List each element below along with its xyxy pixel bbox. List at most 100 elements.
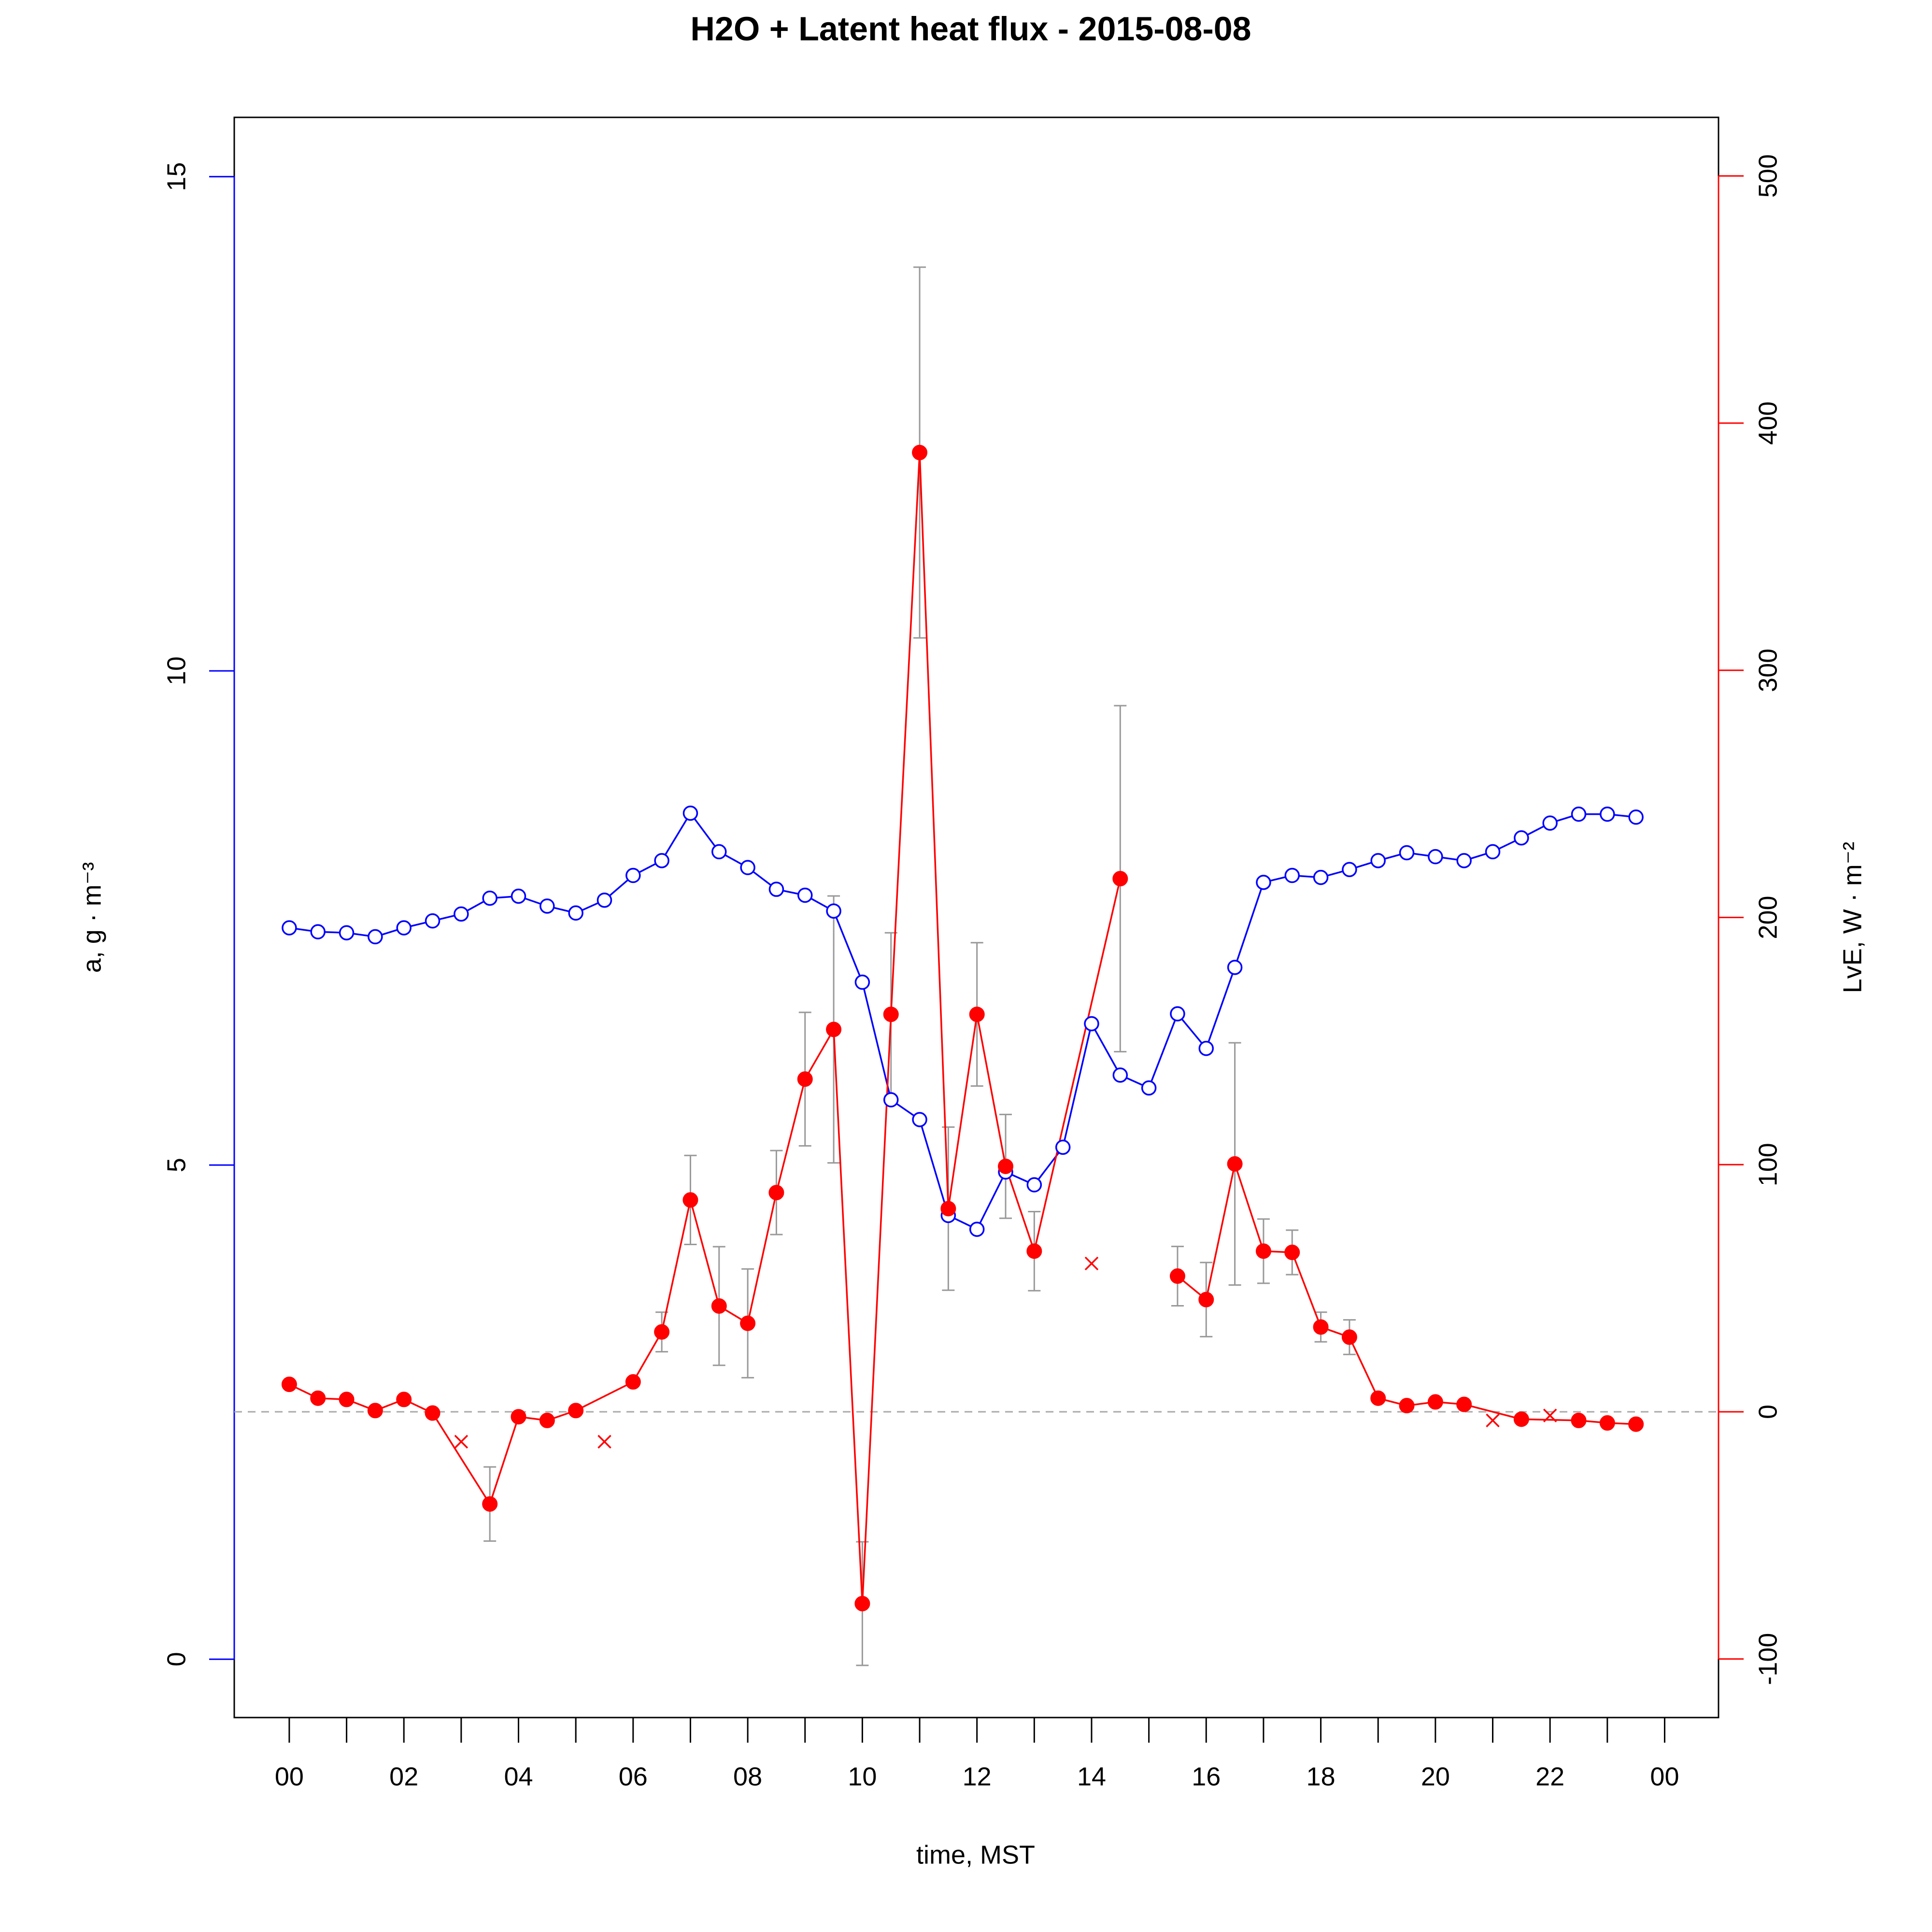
point [568,905,583,921]
point [482,890,497,906]
point [396,1392,412,1407]
point [1514,830,1529,846]
y2-tick-label: 0 [1753,1405,1782,1419]
y-tick-label: 0 [162,1652,191,1666]
point [281,1377,297,1392]
y2-tick-label: 300 [1753,649,1782,692]
point [1571,1412,1587,1428]
point [682,805,698,821]
point [1513,1411,1529,1427]
flagged-point [1486,1413,1500,1428]
x-tick-label: 00 [275,1762,304,1791]
point [1342,862,1357,878]
point [969,1222,985,1237]
point [1227,960,1243,975]
y2-tick-label: 100 [1753,1143,1782,1186]
point [1055,1139,1071,1155]
y2-tick-label: -100 [1753,1633,1782,1685]
x-tick-label: 04 [504,1762,533,1791]
point [1169,1268,1185,1284]
point [1112,1067,1128,1083]
point [1026,1177,1042,1193]
x-tick-label: 16 [1192,1762,1221,1791]
point [826,1022,842,1037]
y-tick-label: 5 [162,1158,191,1172]
point [711,844,727,860]
point [940,1201,956,1217]
y2-tick-label: 200 [1753,895,1782,939]
point [1227,1156,1243,1172]
point [1628,1416,1644,1432]
point [912,444,928,460]
point [1341,1329,1357,1345]
point [597,892,612,908]
point [883,1092,899,1108]
point [1084,1016,1099,1032]
point [511,888,526,904]
x-tick-label: 00 [1650,1762,1679,1791]
point [1141,1080,1157,1096]
point [1112,871,1128,887]
point [539,1412,555,1428]
point [1026,1243,1042,1259]
point [482,1496,498,1512]
point [826,903,841,919]
x-tick-label: 12 [963,1762,992,1791]
point [740,860,755,875]
point [454,906,469,922]
point [282,920,297,936]
flagged-point [1084,1256,1099,1271]
point [310,924,326,939]
point [367,1403,383,1419]
point [1284,867,1300,883]
x-tick-label: 18 [1307,1762,1335,1791]
point [768,881,784,897]
point [1485,844,1501,860]
point [740,1315,756,1331]
point [654,1324,670,1340]
point [912,1112,927,1127]
point [1399,1398,1415,1414]
point [1256,875,1271,890]
point [511,1409,526,1425]
point [1170,1006,1185,1022]
x-tick-label: 02 [389,1762,418,1791]
point [1428,849,1443,865]
point [625,867,641,883]
flagged-point [597,1435,611,1449]
point [1370,853,1386,868]
point [1198,1292,1214,1307]
y2-tick-label: 500 [1753,154,1782,198]
y-tick-label: 10 [162,656,191,685]
point [1600,806,1615,822]
point [1399,845,1415,861]
point [768,1185,784,1201]
point [310,1390,326,1406]
point [797,887,813,903]
point [1313,869,1329,885]
x-tick-label: 22 [1535,1762,1564,1791]
point [969,1007,985,1023]
point [854,974,870,990]
point [883,1007,899,1023]
point [339,1392,355,1407]
chart-title: H2O + Latent heat flux - 2015-08-08 [690,10,1251,47]
point [339,925,355,940]
point [425,1405,440,1421]
point [1370,1390,1386,1406]
point [568,1403,584,1419]
point [368,929,383,945]
x-axis-label: time, MST [916,1840,1035,1869]
point [625,1374,641,1390]
point [654,853,669,868]
point [1456,1396,1472,1412]
x-tick-label: 06 [619,1762,648,1791]
y-tick-label: 15 [162,162,191,191]
point [1628,810,1644,825]
point [998,1158,1014,1174]
point [1571,806,1587,822]
y2-axis-label: LvE, W · m⁻² [1838,842,1867,993]
y2-tick-label: 400 [1753,401,1782,445]
x-tick-label: 10 [848,1762,877,1791]
point [1599,1415,1615,1431]
